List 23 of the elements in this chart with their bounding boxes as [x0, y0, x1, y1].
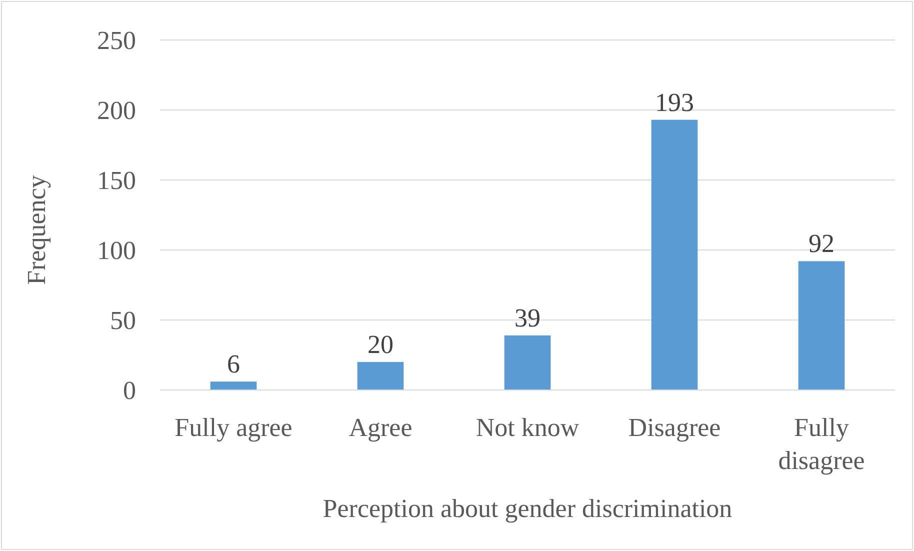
data-label: 20: [368, 330, 394, 359]
x-tick-label: Disagree: [628, 413, 721, 442]
y-tick-label: 50: [110, 306, 136, 335]
y-axis-title: Frequency: [22, 175, 51, 285]
y-tick-label: 150: [97, 166, 136, 195]
bar: [357, 362, 404, 390]
y-tick-label: 250: [97, 26, 136, 55]
y-tick-label: 100: [97, 236, 136, 265]
y-tick-label: 0: [123, 376, 136, 405]
x-tick-label: Fully agree: [174, 413, 292, 442]
bar: [651, 120, 698, 390]
data-label: 193: [655, 88, 694, 117]
data-label: 6: [227, 350, 240, 379]
bar: [504, 335, 551, 390]
bar: [798, 261, 845, 390]
x-tick-label: Agree: [348, 413, 412, 442]
data-label: 39: [514, 303, 540, 332]
data-label: 92: [808, 229, 834, 258]
bar: [210, 382, 257, 390]
x-tick-label: Fully disagree: [778, 413, 865, 475]
y-tick-label: 200: [97, 96, 136, 125]
x-tick-label: Not know: [476, 413, 580, 442]
x-axis-title: Perception about gender discrimination: [322, 494, 732, 523]
